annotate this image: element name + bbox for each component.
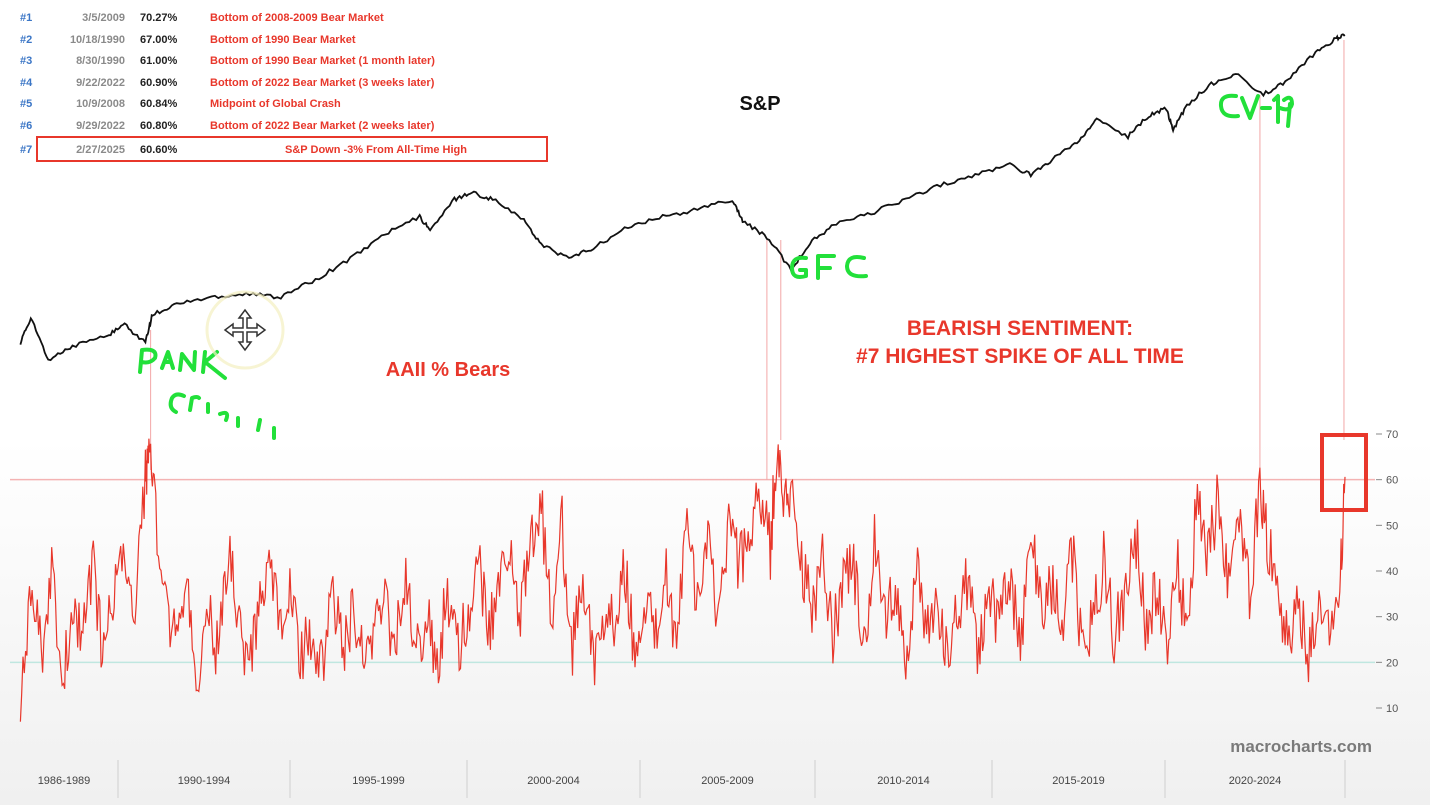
ranking-row: #4 9/22/2022 60.90% Bottom of 2022 Bear … bbox=[20, 77, 435, 89]
rank-description: Bottom of 1990 Bear Market bbox=[210, 34, 356, 46]
y-tick-label: 10 bbox=[1386, 703, 1398, 715]
series-sp bbox=[19, 33, 1346, 362]
rank-date: 9/29/2022 bbox=[76, 120, 125, 132]
x-tick-label: 1986-1989 bbox=[38, 775, 91, 787]
move-cursor-icon bbox=[205, 290, 285, 370]
rank-number: #2 bbox=[20, 34, 32, 46]
ranking-row: #3 8/30/1990 61.00% Bottom of 1990 Bear … bbox=[20, 55, 435, 67]
ranking-row: #6 9/29/2022 60.80% Bottom of 2022 Bear … bbox=[20, 120, 435, 132]
rank-value: 70.27% bbox=[140, 12, 178, 24]
rank-date: 10/18/1990 bbox=[70, 34, 125, 46]
y-tick-label: 40 bbox=[1386, 566, 1398, 578]
headline-line2: #7 HIGHEST SPIKE OF ALL TIME bbox=[856, 345, 1184, 368]
x-tick-label: 2015-2019 bbox=[1052, 775, 1105, 787]
annotation-gfc bbox=[790, 254, 868, 280]
rank-number: #4 bbox=[20, 77, 33, 89]
x-tick-label: 2005-2009 bbox=[701, 775, 754, 787]
y-tick-label: 70 bbox=[1386, 429, 1398, 441]
ranking-row: #1 3/5/2009 70.27% Bottom of 2008-2009 B… bbox=[20, 12, 384, 24]
ranking-row: #2 10/18/1990 67.00% Bottom of 1990 Bear… bbox=[20, 34, 356, 46]
rank-description: Midpoint of Global Crash bbox=[210, 98, 341, 110]
rank-date: 10/9/2008 bbox=[76, 98, 125, 110]
rank-description: Bottom of 2022 Bear Market (2 weeks late… bbox=[210, 120, 435, 132]
rank-date: 2/27/2025 bbox=[76, 144, 125, 156]
annotation-bank-crisis bbox=[138, 347, 276, 440]
sp-title: S&P bbox=[739, 93, 780, 115]
rank-description: Bottom of 2022 Bear Market (3 weeks late… bbox=[210, 77, 435, 89]
y-tick-label: 30 bbox=[1386, 612, 1398, 624]
x-tick-label: 2000-2004 bbox=[527, 775, 580, 787]
x-tick-label: 2020-2024 bbox=[1229, 775, 1282, 787]
x-tick-label: 1990-1994 bbox=[178, 775, 231, 787]
x-axis-eras: 1986-1989 1990-1994 1995-1999 2000-2004 2005… bbox=[38, 760, 1346, 798]
latest-spike-highlight-box bbox=[1320, 433, 1368, 512]
rank-value: 60.60% bbox=[140, 144, 178, 156]
rank-number: #7 bbox=[20, 144, 32, 156]
y-tick-label: 20 bbox=[1386, 657, 1398, 669]
rank-value: 60.84% bbox=[140, 98, 178, 110]
y-tick-label: 50 bbox=[1386, 520, 1398, 532]
y-tick-label: 60 bbox=[1386, 475, 1398, 487]
rank-value: 60.90% bbox=[140, 77, 178, 89]
rank-value: 61.00% bbox=[140, 55, 178, 67]
rank-date: 8/30/1990 bbox=[76, 55, 125, 67]
ranking-table: #1 3/5/2009 70.27% Bottom of 2008-2009 B… bbox=[20, 12, 548, 162]
y-axis-ticks: 10 20 30 40 50 60 70 bbox=[1376, 429, 1398, 715]
rank-value: 67.00% bbox=[140, 34, 178, 46]
rank-number: #6 bbox=[20, 120, 32, 132]
highlight-row-box bbox=[36, 136, 548, 162]
rank-number: #1 bbox=[20, 12, 32, 24]
series-aaii-bears bbox=[19, 438, 1346, 722]
x-tick-label: 1995-1999 bbox=[352, 775, 405, 787]
ranking-row: #5 10/9/2008 60.84% Midpoint of Global C… bbox=[20, 98, 341, 110]
headline-line1: BEARISH SENTIMENT: bbox=[907, 317, 1133, 340]
x-tick-label: 2010-2014 bbox=[877, 775, 930, 787]
bears-title: AAII % Bears bbox=[386, 359, 511, 381]
watermark: macrocharts.com bbox=[1230, 737, 1372, 756]
rank-number: #5 bbox=[20, 98, 32, 110]
annotation-cv19 bbox=[1218, 93, 1294, 128]
event-lines bbox=[150, 40, 1345, 480]
rank-date: 9/22/2022 bbox=[76, 77, 125, 89]
rank-number: #3 bbox=[20, 55, 32, 67]
rank-description: Bottom of 1990 Bear Market (1 month late… bbox=[210, 55, 435, 67]
ranking-row-highlighted: #7 2/27/2025 60.60% S&P Down -3% From Al… bbox=[20, 144, 467, 156]
rank-description: Bottom of 2008-2009 Bear Market bbox=[210, 12, 384, 24]
rank-description: S&P Down -3% From All-Time High bbox=[285, 144, 467, 156]
rank-date: 3/5/2009 bbox=[82, 12, 125, 24]
rank-value: 60.80% bbox=[140, 120, 178, 132]
